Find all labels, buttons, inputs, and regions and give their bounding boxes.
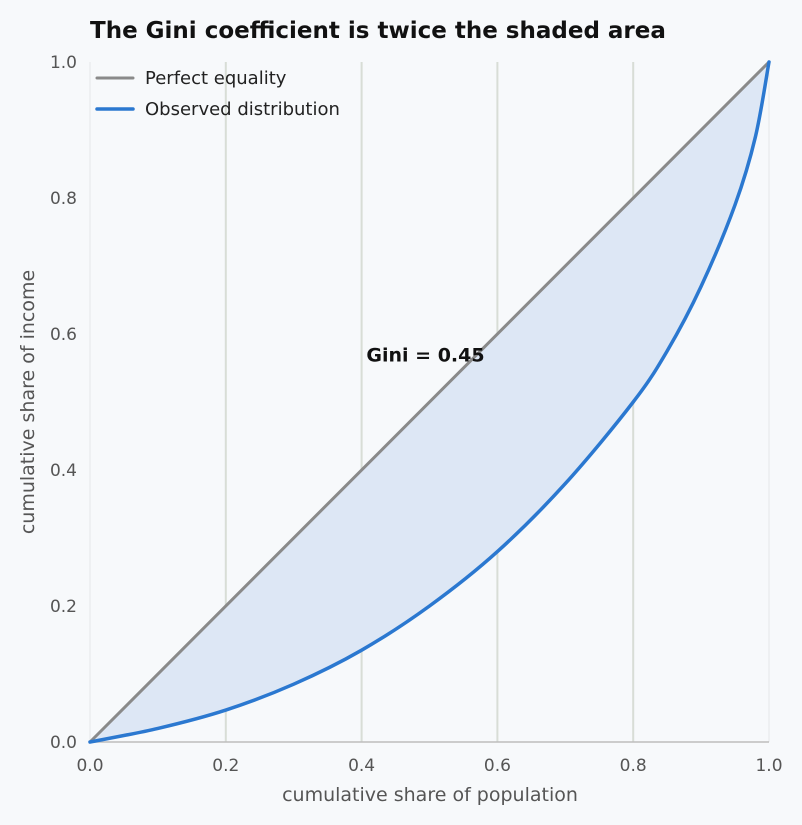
x-tick-label: 0.4 [348,756,375,776]
legend-label: Observed distribution [145,99,340,120]
x-tick-label: 1.0 [755,756,782,776]
y-tick-label: 0.8 [50,189,77,209]
y-axis-label: cumulative share of income [17,270,39,534]
gini-annotation: Gini = 0.45 [366,344,484,366]
y-tick-label: 0.4 [50,461,77,481]
x-tick-label: 0.8 [620,756,647,776]
x-axis-label: cumulative share of population [282,784,578,806]
y-tick-label: 0.6 [50,325,77,345]
legend: Perfect equality Observed distribution [95,68,340,120]
tick-labels: 0.0 0.2 0.4 0.6 0.8 1.0 0.0 0.2 0.4 0.6 0.8 1.0 [50,53,783,776]
x-tick-label: 0.6 [484,756,511,776]
perfect-equality-line [88,60,771,744]
y-tick-label: 0.2 [50,597,77,617]
x-tick-label: 0.0 [76,756,103,776]
observed-distribution-line [88,60,771,744]
chart-title: The Gini coefficient is twice the shaded… [90,18,666,44]
y-tick-label: 0.0 [50,733,77,753]
annotations: Gini = 0.45 [366,344,484,366]
y-tick-label: 1.0 [50,53,77,73]
legend-label: Perfect equality [145,68,287,89]
x-tick-label: 0.2 [212,756,239,776]
series-lines [88,60,771,744]
